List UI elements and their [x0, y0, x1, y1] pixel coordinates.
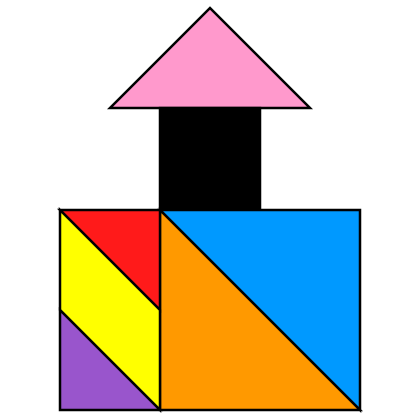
purple-triangle	[58, 306, 164, 412]
black-square	[158, 106, 262, 212]
pink-triangle	[106, 6, 314, 110]
